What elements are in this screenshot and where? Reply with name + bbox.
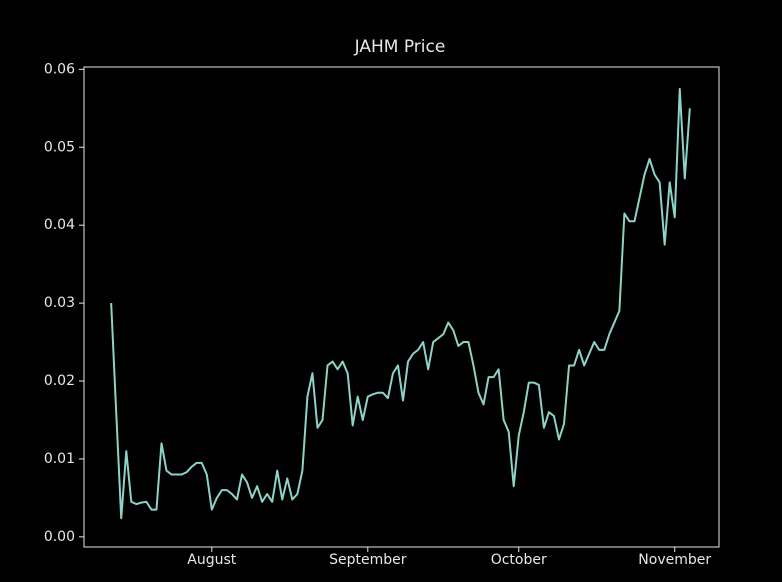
y-tick-label: 0.03 bbox=[44, 295, 75, 311]
y-tick-label: 0.04 bbox=[44, 217, 75, 233]
x-tick-label: October bbox=[491, 552, 547, 568]
y-tick-label: 0.05 bbox=[44, 139, 75, 155]
x-tick-label: September bbox=[329, 552, 407, 568]
y-tick-label: 0.00 bbox=[44, 529, 75, 545]
y-tick-label: 0.02 bbox=[44, 373, 75, 389]
x-tick-label: November bbox=[638, 552, 711, 568]
price-line bbox=[110, 87, 691, 520]
y-tick-label: 0.01 bbox=[44, 451, 75, 467]
chart-title: JAHM Price bbox=[354, 37, 446, 57]
plot-frame bbox=[83, 66, 720, 548]
y-tick-label: 0.06 bbox=[44, 61, 75, 77]
x-tick-label: August bbox=[187, 552, 237, 568]
